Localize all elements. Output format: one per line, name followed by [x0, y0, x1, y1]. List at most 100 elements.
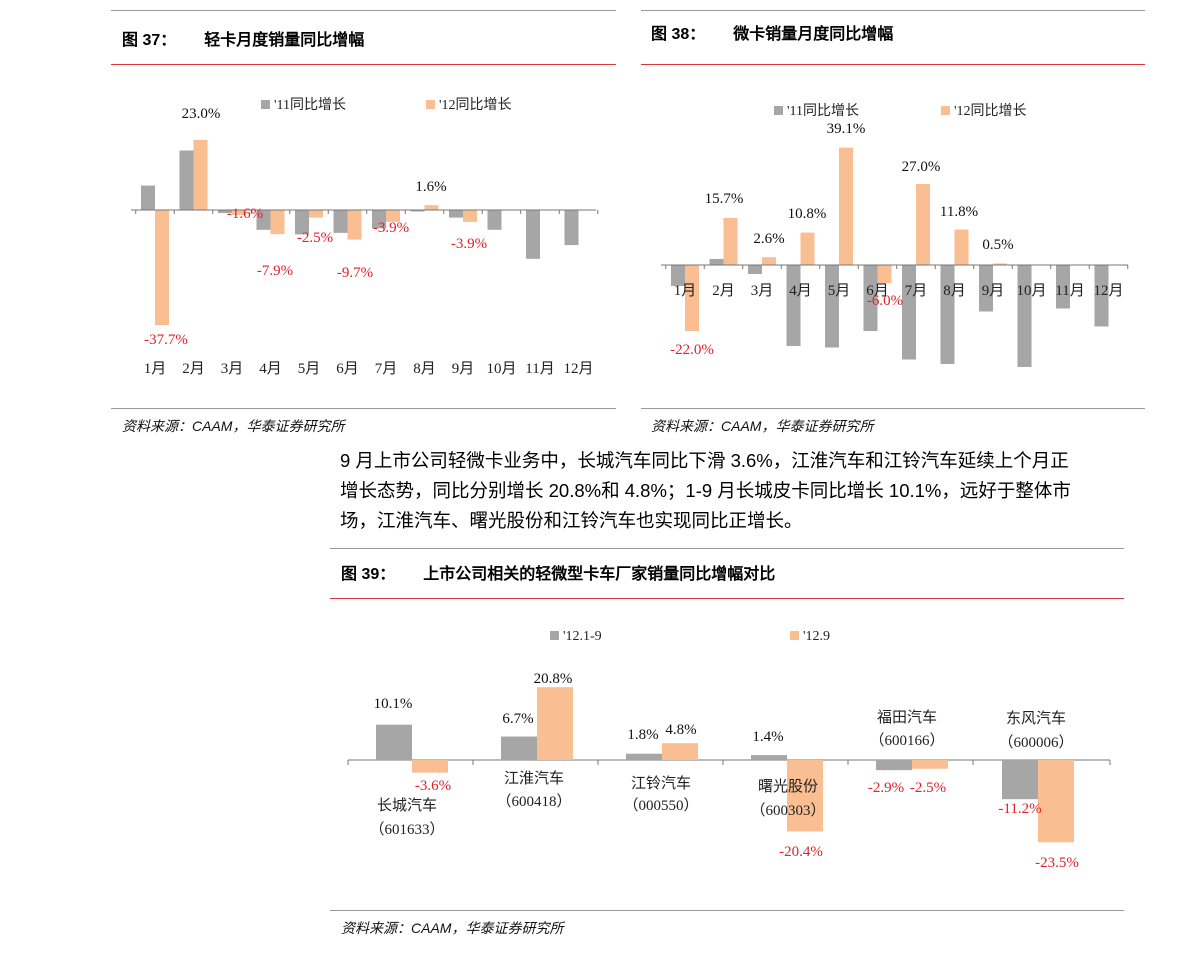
- data-label-4: -7.9%: [257, 263, 293, 279]
- data-label-8: 11.8%: [940, 204, 978, 220]
- data-label: -11.2%: [998, 801, 1041, 817]
- x-tick-label: 5月: [828, 283, 851, 299]
- x-tick-label: 2月: [712, 283, 735, 299]
- bar-s1-8: [940, 265, 955, 364]
- bar-s1-10: [487, 210, 502, 230]
- x-tick-label: 6月: [336, 361, 359, 377]
- bar-s1-9: [449, 210, 463, 218]
- bar-s2-6: [877, 265, 892, 283]
- fig37-chart: 1月 2月 3月 4月 5月 6月 7月 8月 9月 10月 11月 12月 -37.7% 23.0% -1…: [131, 97, 599, 377]
- category-code: （600303）: [750, 802, 825, 819]
- bar-s1-7: [902, 265, 916, 360]
- category-code: （601633）: [369, 821, 444, 838]
- fig39-chart: 10.1% 6.7% 1.8% 1.4% -2.9% -11.2% -3.6% 20.8% 4.…: [347, 629, 1111, 871]
- bar-s1-3: [626, 753, 662, 760]
- data-label-7: -3.9%: [373, 220, 409, 236]
- x-tick-label: 7月: [905, 283, 928, 299]
- data-label-1: -37.7%: [144, 332, 188, 348]
- category-name: 东风汽车: [1006, 710, 1066, 727]
- paragraph-line-3: 场，江淮汽车、曙光股份和江铃汽车也实现同比正增长。: [340, 510, 803, 531]
- bar-s1-1: [141, 185, 155, 210]
- x-tick-label: 11月: [525, 361, 554, 377]
- data-label-9: -3.9%: [451, 236, 487, 252]
- x-tick-label: 3月: [751, 283, 774, 299]
- data-label: -2.9%: [868, 780, 904, 796]
- fig37-top-rule: [111, 10, 616, 11]
- bar-s1-6: [1002, 760, 1038, 800]
- category-code: （600166）: [869, 732, 944, 749]
- bar-s2-5: [912, 760, 948, 769]
- fig38-chart: 1月 2月 3月 4月 5月 6月 7月 8月 9月 10月 11月 12月 -22.0% 15.7% 2.…: [661, 103, 1129, 367]
- data-label: -23.5%: [1035, 855, 1079, 871]
- data-label: 10.1%: [374, 696, 413, 712]
- fig38-title: 图 38： 微卡销量月度同比增幅: [651, 20, 893, 44]
- bar-s2-8: [954, 229, 969, 265]
- bar-s1-5: [876, 760, 912, 771]
- bar-s2-6: [1038, 760, 1074, 843]
- bar-s2-5: [839, 147, 853, 265]
- bar-s2-3: [762, 257, 776, 265]
- paragraph-line-2: 增长态势，同比分别增长 20.8%和 4.8%；1-9 月长城皮卡同比增长 10…: [340, 480, 1071, 501]
- bar-s1-10: [1017, 265, 1032, 367]
- legend-swatch-1: [426, 100, 435, 109]
- legend-swatch-1: [941, 106, 950, 115]
- fig37-title-number: 图 37：: [122, 32, 177, 49]
- legend-label-0: '12.1-9: [563, 629, 602, 644]
- bar-s1-1: [671, 265, 685, 286]
- fig39-title-rule: [330, 598, 1124, 599]
- fig37-title: 图 37： 轻卡月度销量同比增幅: [122, 26, 364, 50]
- x-tick-label: 8月: [943, 283, 966, 299]
- bar-s1-6: [863, 265, 878, 331]
- bar-s1-8: [410, 210, 425, 212]
- data-label: 6.7%: [502, 711, 533, 727]
- data-label-8: 1.6%: [415, 179, 446, 195]
- bar-s1-4: [751, 755, 787, 760]
- data-label-5: 39.1%: [827, 121, 866, 137]
- bar-s2-7: [386, 210, 400, 222]
- bar-s2-3: [232, 210, 246, 215]
- x-tick-label: 8月: [413, 361, 436, 377]
- category-name: 江铃汽车: [631, 775, 691, 792]
- fig38-title-text: 微卡销量月度同比增幅: [733, 26, 894, 43]
- data-label: 4.8%: [665, 722, 696, 738]
- legend-swatch-0: [550, 631, 559, 640]
- bar-s1-2: [709, 259, 724, 265]
- bar-s2-3: [662, 743, 698, 760]
- fig39-source: 资料来源：CAAM，华泰证券研究所: [341, 920, 564, 936]
- fig39-top-rule: [330, 548, 1124, 549]
- legend-label-0: '11同比增长: [274, 97, 346, 113]
- category-name: 长城汽车: [377, 797, 437, 814]
- bar-s1-12: [564, 210, 579, 246]
- fig39-title-number: 图 39：: [341, 566, 396, 583]
- legend-label-1: '12同比增长: [954, 103, 1027, 119]
- bar-s2-9: [463, 210, 477, 222]
- bar-s1-6: [333, 210, 348, 233]
- bar-s2-2: [193, 139, 208, 210]
- legend-label-1: '12.9: [803, 629, 830, 644]
- x-tick-label: 5月: [298, 361, 321, 377]
- data-label-3: -1.6%: [227, 206, 263, 222]
- bar-s2-4: [787, 760, 823, 832]
- data-label-5: -2.5%: [297, 230, 333, 246]
- x-tick-label: 4月: [789, 283, 812, 299]
- bar-s2-1: [412, 760, 448, 773]
- bar-s1-7: [372, 210, 386, 229]
- bar-s2-5: [309, 210, 323, 218]
- x-tick-label: 2月: [182, 361, 205, 377]
- data-label-9: 0.5%: [982, 237, 1013, 253]
- fig38-title-number: 图 38：: [651, 26, 706, 43]
- bar-s1-3: [218, 210, 232, 214]
- bar-s1-2: [501, 736, 537, 760]
- x-tick-label: 9月: [452, 361, 475, 377]
- data-label: -2.5%: [910, 780, 946, 796]
- x-tick-label: 12月: [1093, 283, 1123, 299]
- bar-s2-9: [993, 263, 1007, 265]
- bar-s2-4: [270, 210, 285, 235]
- data-label-6: -9.7%: [337, 265, 373, 281]
- category-name: 曙光股份: [758, 778, 818, 795]
- bar-s1-3: [748, 265, 762, 274]
- category-name: 江淮汽车: [504, 770, 564, 787]
- legend-label-0: '11同比增长: [787, 103, 859, 119]
- fig37-title-text: 轻卡月度销量同比增幅: [204, 32, 365, 49]
- bar-s1-4: [256, 210, 271, 230]
